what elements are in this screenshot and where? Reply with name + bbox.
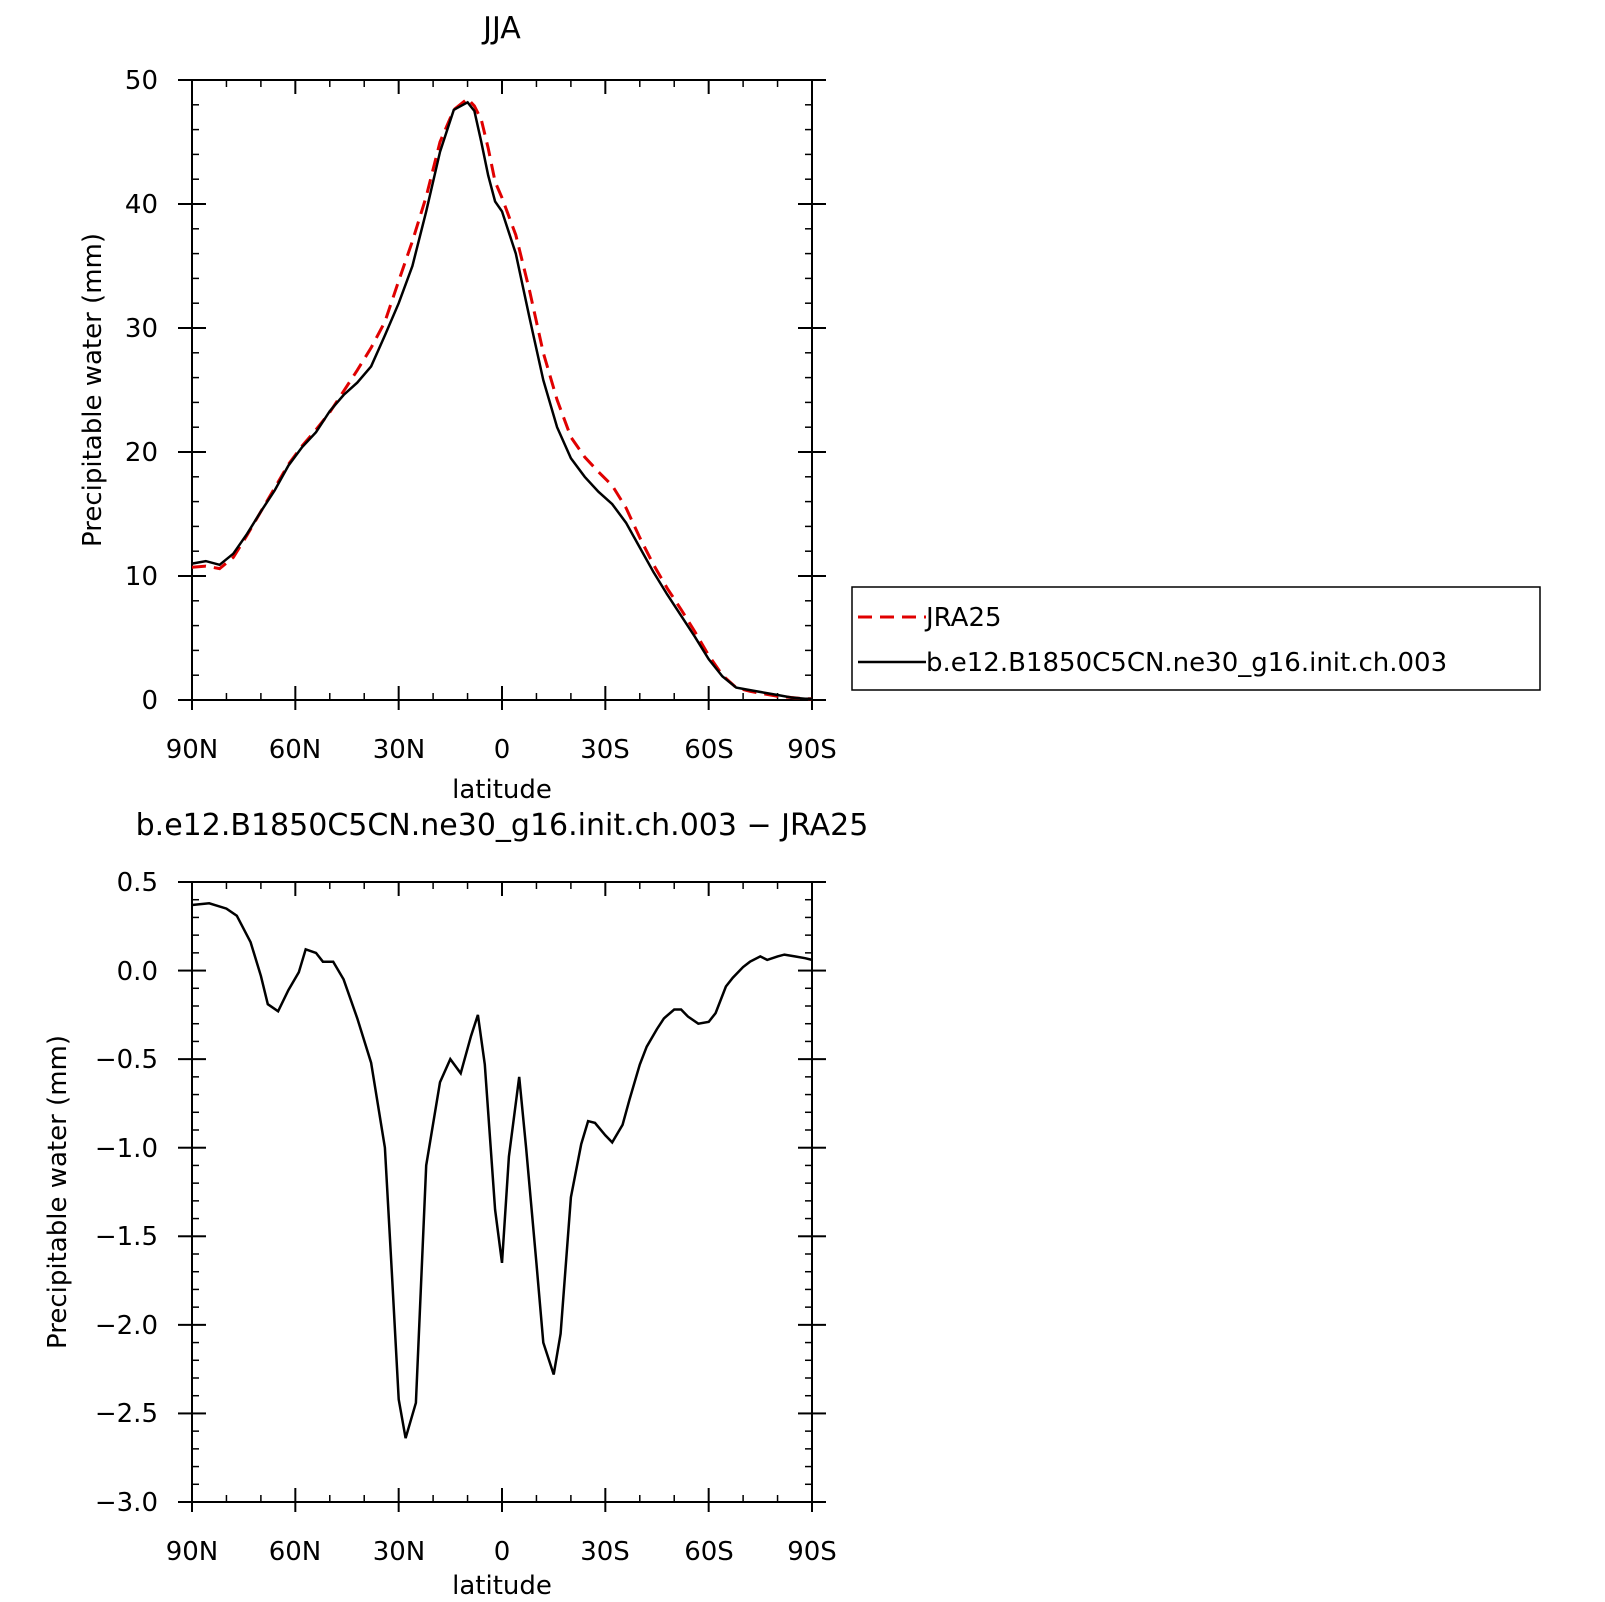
top-y-tick-label-30: 30 [125, 314, 158, 344]
bottom-y-tick-label-neg1.5: −1.5 [95, 1222, 158, 1252]
bottom-chart-title: b.e12.B1850C5CN.ne30_g16.init.ch.003 − J… [136, 808, 869, 843]
bottom-series-difference-line [191, 902, 813, 1439]
top-x-tick-label-30n: 30N [373, 735, 426, 765]
top-x-tick-label-60s: 60S [684, 735, 734, 765]
bottom-x-tick-label-0: 0 [494, 1537, 511, 1567]
bottom-y-tick-label-neg2.0: −2.0 [95, 1311, 158, 1341]
bottom-x-axis-title: latitude [452, 1571, 552, 1601]
top-y-tick-labels: 0 10 20 30 40 50 [125, 66, 158, 716]
top-chart-legend: JRA25 b.e12.B1850C5CN.ne30_g16.init.ch.0… [851, 586, 1541, 691]
top-y-tick-label-20: 20 [125, 438, 158, 468]
top-x-tick-label-90n: 90N [166, 735, 219, 765]
bottom-y-tick-label-neg1.0: −1.0 [95, 1134, 158, 1164]
bottom-x-tick-label-30n: 30N [373, 1537, 426, 1567]
bottom-chart-panel: b.e12.B1850C5CN.ne30_g16.init.ch.003 − J… [43, 808, 868, 1601]
top-chart-title: JJA [481, 11, 521, 46]
bottom-axis-ticks [178, 881, 826, 1512]
top-x-axis-title: latitude [452, 775, 552, 805]
bottom-y-axis-title: Precipitable water (mm) [43, 1035, 73, 1349]
top-series-jra25-line [191, 96, 812, 701]
bottom-y-tick-label-0.0: 0.0 [117, 957, 158, 987]
legend-label-model: b.e12.B1850C5CN.ne30_g16.init.ch.003 [926, 648, 1447, 678]
legend-label-jra25: JRA25 [924, 603, 1002, 633]
bottom-plot-frame [191, 881, 813, 1503]
bottom-x-tick-labels: 90N 60N 30N 0 30S 60S 90S [166, 1537, 837, 1567]
top-y-tick-label-0: 0 [141, 686, 158, 716]
bottom-x-tick-label-30s: 30S [580, 1537, 630, 1567]
top-x-tick-label-30s: 30S [580, 735, 630, 765]
bottom-x-tick-label-90s: 90S [787, 1537, 837, 1567]
bottom-x-tick-label-90n: 90N [166, 1537, 219, 1567]
top-chart-panel: JJA 90N 60N 30N 0 30S 60S 90S 0 10 20 30… [78, 11, 1541, 805]
top-x-tick-label-60n: 60N [269, 735, 322, 765]
bottom-y-tick-label-0.5: 0.5 [117, 868, 158, 898]
bottom-x-tick-label-60s: 60S [684, 1537, 734, 1567]
top-plot-frame [191, 79, 813, 701]
top-x-tick-labels: 90N 60N 30N 0 30S 60S 90S [166, 735, 837, 765]
top-x-tick-label-0: 0 [494, 735, 511, 765]
top-x-tick-label-90s: 90S [787, 735, 837, 765]
top-y-axis-title: Precipitable water (mm) [78, 233, 108, 547]
top-y-tick-label-50: 50 [125, 66, 158, 96]
top-series-model-line [191, 100, 812, 701]
top-y-tick-label-10: 10 [125, 562, 158, 592]
bottom-y-tick-labels: 0.5 0.0 −0.5 −1.0 −1.5 −2.0 −2.5 −3.0 [95, 868, 158, 1518]
top-y-tick-label-40: 40 [125, 190, 158, 220]
bottom-y-tick-label-neg2.5: −2.5 [95, 1399, 158, 1429]
bottom-y-tick-label-neg0.5: −0.5 [95, 1045, 158, 1075]
bottom-y-tick-label-neg3.0: −3.0 [95, 1488, 158, 1518]
top-axis-ticks [178, 79, 826, 710]
bottom-x-tick-label-60n: 60N [269, 1537, 322, 1567]
legend-box [851, 586, 1541, 691]
